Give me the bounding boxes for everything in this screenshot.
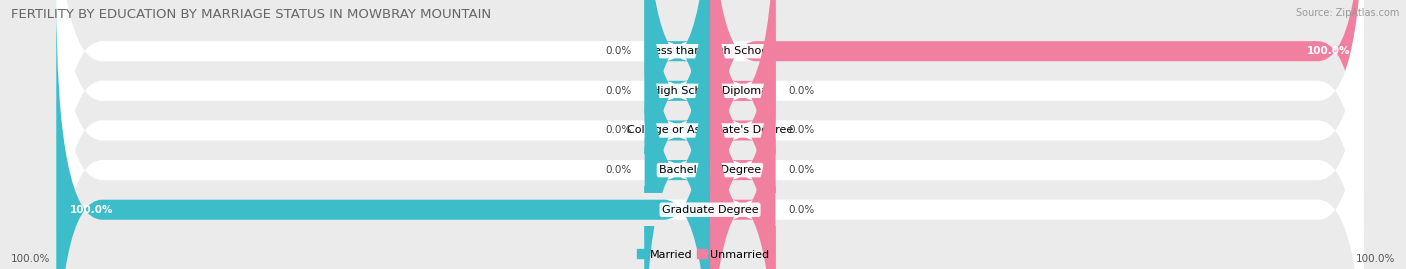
- Text: Less than High School: Less than High School: [648, 46, 772, 56]
- FancyBboxPatch shape: [710, 0, 776, 269]
- Text: FERTILITY BY EDUCATION BY MARRIAGE STATUS IN MOWBRAY MOUNTAIN: FERTILITY BY EDUCATION BY MARRIAGE STATU…: [11, 8, 491, 21]
- Text: Source: ZipAtlas.com: Source: ZipAtlas.com: [1295, 8, 1399, 18]
- Text: 0.0%: 0.0%: [789, 86, 814, 96]
- FancyBboxPatch shape: [56, 0, 1364, 268]
- FancyBboxPatch shape: [710, 0, 776, 269]
- Text: 100.0%: 100.0%: [1308, 46, 1351, 56]
- FancyBboxPatch shape: [644, 0, 710, 268]
- Text: 0.0%: 0.0%: [789, 205, 814, 215]
- Text: College or Associate's Degree: College or Associate's Degree: [627, 125, 793, 136]
- Text: 100.0%: 100.0%: [11, 254, 51, 264]
- FancyBboxPatch shape: [710, 0, 776, 269]
- Legend: Married, Unmarried: Married, Unmarried: [636, 248, 770, 261]
- Text: 0.0%: 0.0%: [606, 165, 631, 175]
- Text: Bachelor's Degree: Bachelor's Degree: [659, 165, 761, 175]
- FancyBboxPatch shape: [644, 0, 710, 269]
- FancyBboxPatch shape: [56, 0, 1364, 269]
- Text: 0.0%: 0.0%: [606, 125, 631, 136]
- FancyBboxPatch shape: [710, 0, 776, 269]
- FancyBboxPatch shape: [56, 0, 710, 269]
- Text: 0.0%: 0.0%: [789, 165, 814, 175]
- FancyBboxPatch shape: [644, 0, 710, 269]
- Text: High School Diploma: High School Diploma: [652, 86, 768, 96]
- Text: 0.0%: 0.0%: [606, 46, 631, 56]
- Text: 0.0%: 0.0%: [789, 125, 814, 136]
- Text: 100.0%: 100.0%: [69, 205, 112, 215]
- FancyBboxPatch shape: [710, 0, 1364, 268]
- FancyBboxPatch shape: [644, 0, 710, 269]
- Text: Graduate Degree: Graduate Degree: [662, 205, 758, 215]
- FancyBboxPatch shape: [56, 0, 1364, 269]
- FancyBboxPatch shape: [56, 0, 1364, 269]
- Text: 100.0%: 100.0%: [1355, 254, 1395, 264]
- FancyBboxPatch shape: [56, 0, 1364, 269]
- Text: 0.0%: 0.0%: [606, 86, 631, 96]
